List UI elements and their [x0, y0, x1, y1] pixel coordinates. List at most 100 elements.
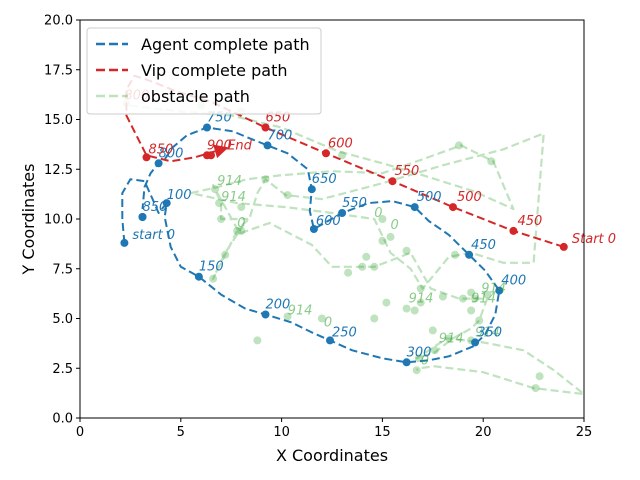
obstacle-waypoint-marker [233, 226, 242, 235]
vip-waypoint-marker [509, 226, 518, 235]
obstacle-waypoint-marker [459, 294, 467, 303]
obstacle-step-label: 0 [421, 353, 429, 368]
agent-step-label: 800 [159, 146, 184, 161]
obstacle-waypoint-marker [378, 236, 387, 245]
x-tick-label: 5 [177, 425, 185, 440]
obstacle-step-label: 914 [439, 331, 464, 346]
obstacle-waypoint-marker [209, 274, 218, 283]
agent-waypoint-marker [309, 225, 318, 233]
obstacle-waypoint-marker [386, 232, 395, 241]
obstacle-step-label: 0 [324, 316, 332, 331]
obstacle-step-label: 914 [217, 174, 242, 189]
vip-waypoint-marker [449, 203, 457, 212]
obstacle-waypoint-marker [215, 199, 224, 208]
vip-step-label: 600 [328, 136, 353, 151]
y-tick-label: 20.0 [44, 14, 73, 29]
agent-step-label: 100 [167, 188, 192, 203]
agent-step-label: 250 [332, 325, 357, 340]
obstacle-waypoint-marker [483, 290, 492, 299]
obstacle-waypoint-marker [362, 252, 371, 261]
obstacle-waypoint-marker [412, 366, 421, 375]
y-tick-label: 17.5 [44, 63, 73, 78]
obstacle-step-label: 0 [374, 206, 382, 221]
legend-label-obstacle: obstacle path [141, 87, 250, 106]
agent-waypoint-marker [138, 213, 147, 221]
obstacle-waypoint-marker [430, 346, 439, 355]
vip-series [125, 74, 568, 251]
tick-layer: 0 5 10 15 20 25 0.0 2.5 5.0 7.5 10.0 12.5 15.0 17.5 20… [44, 14, 592, 441]
y-tick-label: 10.0 [44, 213, 73, 228]
obstacle-waypoint-marker [467, 306, 476, 315]
agent-waypoint-marker [154, 159, 163, 168]
agent-waypoint-marker [402, 358, 411, 367]
obstacle-waypoint-marker [428, 326, 437, 335]
obstacle-step-label: 914 [481, 282, 506, 297]
obstacle-waypoint-marker [451, 250, 459, 259]
obstacle-waypoint-marker [378, 215, 387, 223]
x-tick-label: 25 [576, 425, 593, 440]
y-axis-title: Y Coordinates [19, 164, 38, 276]
vip-step-label: 900 [207, 138, 232, 153]
agent-waypoint-marker [471, 338, 480, 347]
vip-step-label: End [227, 138, 252, 153]
obstacle-step-label: 914 [288, 304, 313, 319]
agent-step-label: 300 [407, 345, 432, 360]
obstacle-waypoint-marker [471, 294, 480, 303]
agent-step-label: 650 [312, 172, 337, 187]
obstacle-waypoint-marker [370, 262, 379, 271]
obstacle-step-label: 0 [237, 216, 245, 231]
agent-step-label: 700 [268, 128, 293, 143]
obstacle-waypoint-marker [358, 262, 367, 271]
vip-waypoint-marker [388, 177, 397, 186]
y-tick-label: 5.0 [52, 312, 73, 327]
vip-step-label: 500 [457, 190, 482, 205]
vip-waypoint-marker [261, 123, 270, 132]
legend-box [86, 27, 322, 115]
agent-step-label: 450 [471, 238, 496, 253]
agent-series [120, 123, 504, 367]
obstacle-waypoint-marker [221, 250, 230, 259]
obstacle-step-label: 914 [475, 325, 500, 340]
obstacle-waypoint-marker [475, 316, 484, 325]
agent-waypoint-marker [307, 185, 316, 194]
obstacle-waypoint-marker [338, 151, 347, 160]
obstacle-waypoint-marker [344, 268, 353, 277]
agent-step-label: 150 [199, 260, 224, 275]
obstacle-waypoint-marker [535, 372, 544, 381]
agent-waypoint-marker [263, 141, 272, 150]
obstacle-step-label: 914 [221, 190, 246, 205]
agent-step-label: 500 [417, 190, 442, 205]
agent-waypoint-marker [120, 238, 129, 247]
vip-waypoint-marker [322, 149, 330, 158]
agent-waypoint-marker [465, 250, 474, 259]
obstacle-waypoint-marker [402, 246, 411, 255]
x-tick-label: 15 [374, 425, 391, 440]
agent-step-label: 400 [501, 274, 526, 289]
agent-step-label: 600 [316, 214, 341, 229]
agent-waypoint-marker [495, 286, 504, 295]
vip-end-arrow-icon [213, 144, 229, 159]
x-tick-label: 20 [475, 425, 492, 440]
obstacle-step-label: 914 [471, 292, 496, 307]
agent-waypoint-marker [326, 336, 334, 345]
vip-waypoint-marker [207, 151, 215, 160]
obstacle-waypoint-marker [531, 384, 540, 393]
obstacle-waypoint-marker [283, 312, 292, 321]
obstacle-waypoint-marker [410, 306, 419, 315]
y-tick-label: 7.5 [52, 262, 73, 277]
obstacle-waypoint-marker [261, 175, 270, 184]
agent-step-label: 550 [342, 196, 367, 211]
vip-path-line [125, 74, 565, 248]
y-tick-label: 15.0 [44, 113, 73, 128]
obstacle-waypoint-marker [370, 314, 379, 323]
vip-step-label: Start 0 [572, 232, 616, 247]
obstacle-waypoint-marker [217, 215, 226, 223]
agent-waypoint-marker [410, 203, 419, 212]
agent-waypoint-marker [162, 199, 171, 208]
obstacle-waypoint-marker [237, 203, 246, 212]
agent-step-label: 200 [266, 298, 291, 313]
vip-step-label: 550 [395, 164, 420, 179]
agent-path-line [121, 126, 501, 364]
